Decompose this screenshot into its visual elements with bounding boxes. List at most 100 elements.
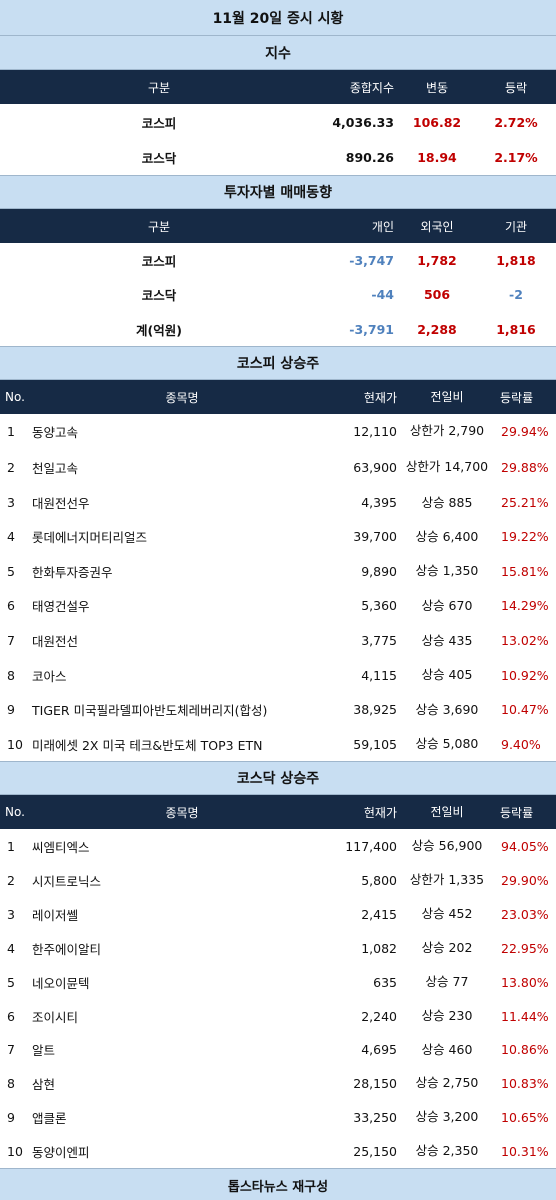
table-row: 6 조이시티 2,240 상승 230 11.44%	[0, 999, 556, 1033]
stock-price: 63,900	[353, 459, 397, 475]
index-heading: 지수	[0, 36, 556, 70]
stock-price: 25,150	[353, 1143, 397, 1159]
stock-price: 39,700	[353, 529, 397, 544]
stock-name: 한화투자증권우	[32, 564, 113, 580]
stock-rank: 8	[7, 667, 15, 683]
stock-price: 5,360	[361, 598, 397, 613]
stock-price: 117,400	[345, 838, 397, 854]
stock-rank: 4	[7, 940, 15, 956]
stock-rank: 10	[7, 736, 23, 752]
stock-rate: 11.44%	[501, 1008, 549, 1024]
stock-change: 상승 1,350	[415, 563, 479, 578]
table-row: 5 네오이뮨텍 635 상승 77 13.80%	[0, 965, 556, 999]
kospi-header-row: No. 종목명 현재가 전일비 등락률	[0, 380, 556, 414]
investor-institution: 1,818	[496, 252, 536, 268]
stock-rate: 29.88%	[501, 459, 549, 475]
header-no: No.	[5, 805, 25, 819]
stock-change: 상승 77	[425, 974, 469, 989]
stock-name: 코아스	[32, 668, 67, 684]
stock-change: 상승 230	[421, 1008, 473, 1023]
stock-change: 상승 452	[421, 906, 473, 921]
header-foreign: 외국인	[420, 219, 454, 234]
header-stock-name: 종목명	[165, 390, 199, 405]
stock-rate: 10.65%	[501, 1109, 549, 1125]
header-composite: 종합지수	[349, 80, 394, 95]
stock-rank: 1	[7, 838, 15, 854]
stock-price: 5,800	[361, 872, 397, 888]
stock-price: 38,925	[353, 702, 397, 717]
stock-rate: 19.22%	[501, 529, 549, 544]
kosdaq-heading: 코스닥 상승주	[0, 761, 556, 795]
stock-rank: 3	[7, 495, 15, 510]
investor-market: 계(억원)	[136, 322, 182, 338]
stock-rate: 94.05%	[501, 838, 549, 854]
stock-name: 대원전선	[32, 634, 79, 649]
table-row: 10 미래에셋 2X 미국 테크&반도체 TOP3 ETN 59,105 상승 5,0…	[0, 727, 556, 761]
stock-name: 한주에이알티	[32, 941, 102, 957]
header-no: No.	[5, 390, 25, 404]
stock-rate: 29.90%	[501, 872, 549, 888]
stock-change: 상승 5,080	[415, 736, 479, 751]
stock-change: 상승 6,400	[415, 528, 479, 544]
stock-price: 3,775	[361, 633, 397, 648]
kosdaq-gainers-table: 코스닥 상승주 No. 종목명 현재가 전일비 등락률 1 씨엠티엑스 117,40…	[0, 761, 556, 1168]
table-row: 계(억원) -3,791 2,288 1,816	[0, 312, 556, 346]
stock-name: 시지트로닉스	[32, 873, 102, 889]
table-row: 2 시지트로닉스 5,800 상한가 1,335 29.90%	[0, 863, 556, 897]
stock-rank: 6	[7, 1008, 15, 1024]
stock-change: 상승 3,690	[415, 701, 479, 717]
table-row: 8 삼현 28,150 상승 2,750 10.83%	[0, 1066, 556, 1100]
stock-rate: 10.92%	[501, 667, 549, 683]
stock-change: 상승 202	[421, 940, 473, 955]
stock-name: 알트	[32, 1043, 56, 1058]
stock-change: 상한가 14,700	[405, 459, 489, 474]
stock-name: 미래에셋 2X 미국 테크&반도체 TOP3 ETN	[32, 737, 263, 753]
table-row: 5 한화투자증권우 9,890 상승 1,350 15.81%	[0, 554, 556, 588]
table-row: 9 앱클론 33,250 상승 3,200 10.65%	[0, 1100, 556, 1134]
investor-market: 코스닥	[141, 288, 177, 303]
table-row: 9 TIGER 미국필라델피아반도체레버리지(합성) 38,925 상승 3,690 1…	[0, 692, 556, 727]
stock-price: 28,150	[353, 1075, 397, 1091]
stock-name: 레이저쎌	[32, 907, 79, 923]
kosdaq-header-row: No. 종목명 현재가 전일비 등락률	[0, 795, 556, 829]
index-rate: 2.17%	[494, 150, 538, 165]
stock-rank: 2	[7, 872, 15, 888]
stock-rate: 23.03%	[501, 906, 549, 922]
stock-rank: 8	[7, 1075, 15, 1091]
stock-price: 635	[373, 974, 397, 990]
index-value: 4,036.33	[332, 114, 394, 130]
investor-foreign: 506	[423, 287, 451, 302]
stock-price: 33,250	[353, 1109, 397, 1125]
header-change: 전일비	[430, 390, 464, 404]
stock-rank: 6	[7, 598, 15, 613]
header-rate: 등락률	[500, 805, 534, 820]
header-category: 구분	[147, 219, 171, 234]
index-change: 106.82	[412, 114, 462, 130]
kospi-gainers-table: 코스피 상승주 No. 종목명 현재가 전일비 등락률 1 동양고속 12,110 상…	[0, 346, 556, 761]
stock-rate: 10.86%	[501, 1042, 549, 1057]
investor-institution: 1,816	[496, 321, 536, 337]
header-rate: 등락	[504, 80, 528, 95]
stock-change: 상승 2,350	[415, 1143, 479, 1158]
stock-name: 동양이엔피	[32, 1144, 90, 1160]
investor-individual: -3,747	[349, 252, 394, 268]
investor-foreign: 1,782	[417, 252, 457, 268]
header-price: 현재가	[363, 390, 397, 405]
stock-change: 상승 405	[421, 667, 473, 682]
table-row: 코스닥 -44 506 -2	[0, 277, 556, 312]
table-row: 2 천일고속 63,900 상한가 14,700 29.88%	[0, 448, 556, 486]
stock-rank: 2	[7, 459, 15, 475]
stock-name: 천일고속	[32, 460, 79, 476]
table-row: 6 태영건설우 5,360 상승 670 14.29%	[0, 588, 556, 623]
stock-change: 상승 56,900	[411, 838, 483, 853]
investor-institution: -2	[509, 287, 523, 302]
stock-name: 네오이뮨텍	[32, 975, 90, 991]
stock-name: 대원전선우	[32, 496, 90, 511]
page-title: 11월 20일 증시 시황	[0, 0, 556, 36]
table-row: 3 대원전선우 4,395 상승 885 25.21%	[0, 486, 556, 519]
stock-price: 4,395	[361, 495, 397, 510]
header-rate: 등락률	[500, 390, 534, 405]
stock-change: 상승 435	[421, 632, 473, 648]
table-row: 4 롯데에너지머티리얼즈 39,700 상승 6,400 19.22%	[0, 519, 556, 554]
table-row: 1 동양고속 12,110 상한가 2,790 29.94%	[0, 414, 556, 448]
